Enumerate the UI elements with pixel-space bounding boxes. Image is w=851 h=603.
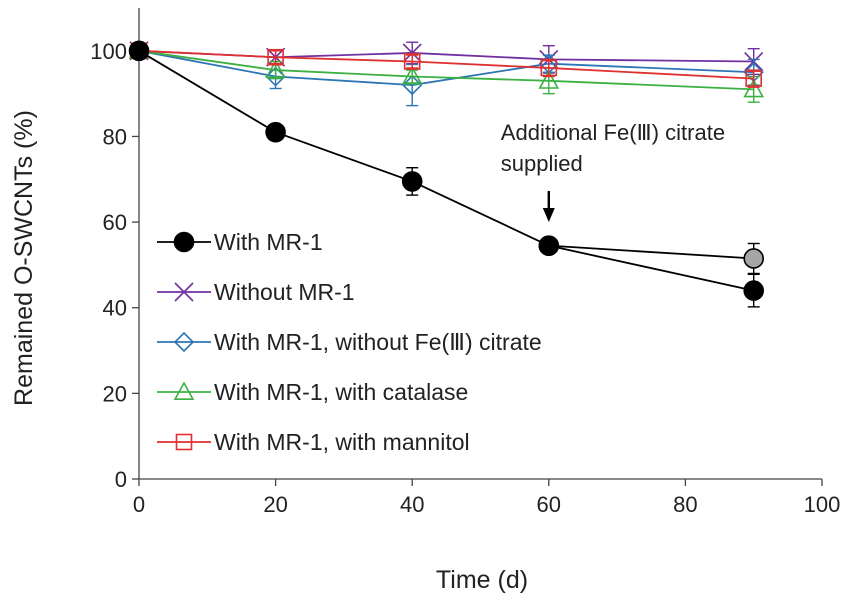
data-point	[743, 78, 765, 98]
data-point	[403, 53, 421, 70]
x-tick-label: 80	[673, 492, 697, 517]
series-with-mr-1-with-catalase	[128, 40, 765, 103]
legend-label: With MR-1	[214, 229, 323, 255]
data-point	[538, 70, 560, 89]
annotation-text-line: supplied	[501, 151, 583, 176]
legend-marker	[173, 331, 195, 353]
marker-stroke	[402, 43, 422, 63]
legend-label: With MR-1, with catalase	[214, 379, 468, 405]
data-point	[267, 48, 284, 66]
x-tick-label: 0	[133, 492, 145, 517]
data-point	[401, 171, 423, 192]
data-point	[743, 248, 765, 269]
annotation-text-line: Additional Fe(Ⅲ) citrate	[501, 120, 725, 145]
legend-marker	[173, 381, 195, 401]
legend-marker	[174, 282, 194, 302]
data-point	[265, 59, 286, 79]
data-point	[538, 235, 560, 256]
legend-item-without-mr-1: Without MR-1	[157, 279, 355, 305]
legend-marker	[173, 231, 195, 253]
data-point	[402, 43, 422, 63]
legend-item-with-mr-1-with-mannitol: With MR-1, with mannitol	[157, 429, 470, 455]
data-point	[265, 121, 286, 143]
legend: With MR-1 Without MR-1 With MR-1, without …	[157, 229, 542, 455]
legend-label: With MR-1, with mannitol	[214, 429, 470, 455]
annotation: Additional Fe(Ⅲ) citrate supplied	[501, 120, 725, 222]
legend-label: With MR-1, without Fe(Ⅲ) citrate	[214, 329, 542, 355]
error-bar	[269, 50, 282, 65]
series-line	[548, 244, 754, 260]
y-axis-title: Remained O-SWCNTs (%)	[10, 110, 38, 406]
axes: 0 20 40 60 80 100 0 20 40 60 80 100	[90, 8, 840, 517]
y-tick-label: 40	[103, 296, 127, 321]
y-tick-label: 0	[115, 467, 127, 492]
data-point	[745, 70, 763, 87]
legend-item-with-mr-1-with-catalase: With MR-1, with catalase	[157, 379, 468, 405]
legend-item-with-mr-1: With MR-1	[157, 229, 323, 255]
data-point	[402, 74, 423, 96]
error-bar	[542, 58, 555, 78]
x-tick-label: 60	[537, 492, 561, 517]
y-tick-label: 100	[90, 39, 127, 64]
error-bar	[747, 69, 760, 88]
y-tick-label: 60	[103, 210, 127, 235]
series-with-mr-1	[128, 40, 765, 308]
y-tick-label: 20	[103, 381, 127, 406]
x-axis-title: Time (d)	[436, 566, 528, 594]
series-line	[138, 49, 754, 63]
legend-marker	[175, 433, 193, 451]
legend-label: Without MR-1	[214, 279, 355, 305]
annotation-arrow-head	[542, 208, 555, 222]
annotation-group: Additional Fe(Ⅲ) citrate supplied	[501, 120, 725, 222]
plot-area	[128, 40, 765, 308]
x-tick-label: 20	[263, 492, 287, 517]
data-point	[128, 40, 150, 62]
x-tick-label: 100	[804, 492, 841, 517]
x-tick-label: 40	[400, 492, 424, 517]
data-point	[401, 65, 423, 85]
data-point	[743, 280, 765, 301]
series-line	[138, 49, 754, 91]
error-bar	[406, 54, 419, 69]
marker-stroke	[174, 282, 194, 302]
y-tick-label: 80	[103, 124, 127, 149]
data-point	[540, 59, 558, 77]
legend-item-with-mr-1-without-fe-citrate: With MR-1, without Fe(Ⅲ) citrate	[157, 329, 542, 355]
